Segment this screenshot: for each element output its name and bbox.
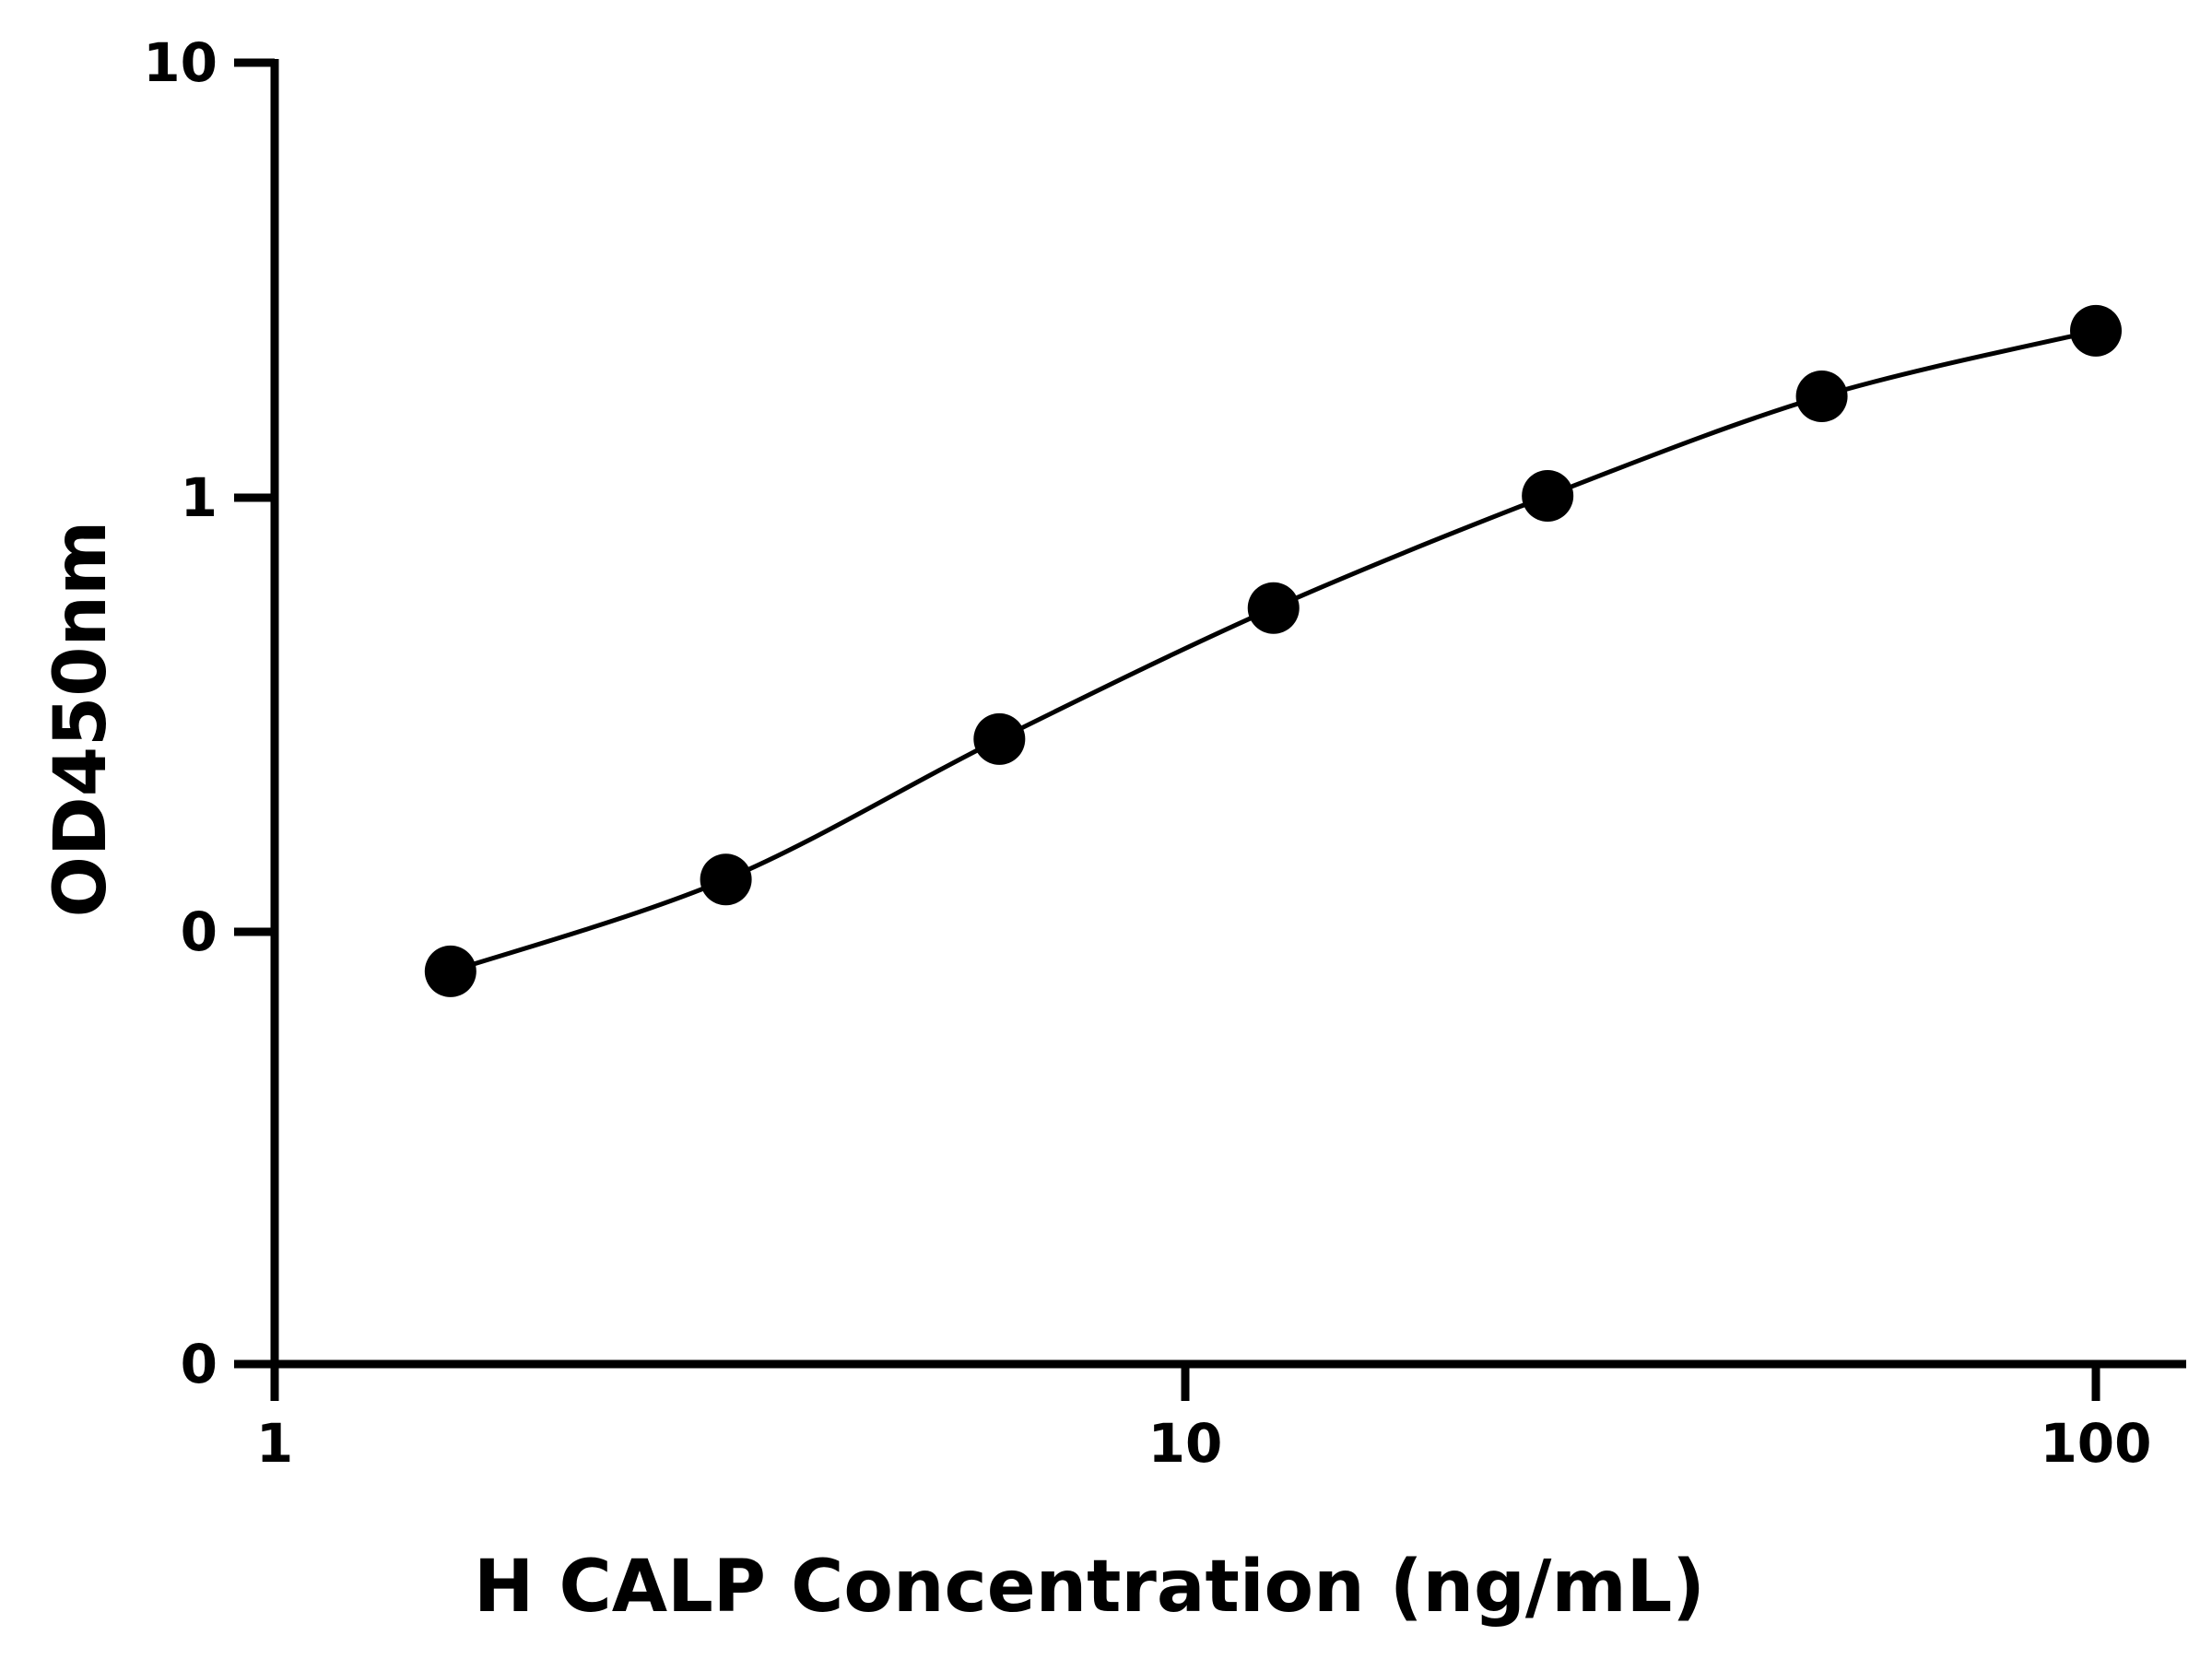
data-point [2070, 304, 2122, 357]
fit-curve [450, 328, 2097, 974]
data-point [1795, 371, 1848, 423]
x-tick-label: 100 [2040, 1412, 2151, 1475]
data-point [424, 945, 477, 997]
y-tick-label: 1 [181, 466, 218, 529]
x-tick-label: 1 [256, 1412, 293, 1475]
points-layer [424, 304, 2122, 997]
data-point [1522, 469, 1574, 522]
axes [270, 59, 2186, 1369]
y-axis-title: OD450nm [40, 521, 123, 918]
x-tick-label: 10 [1148, 1412, 1223, 1475]
y-tick-label: 0 [181, 1333, 218, 1395]
data-point [1247, 582, 1300, 634]
curve-layer [450, 328, 2097, 974]
y-tick-label: 0 [181, 900, 218, 963]
data-point [973, 712, 1026, 765]
data-point [700, 853, 752, 906]
x-axis-title: H CALP Concentration (ng/mL) [474, 1546, 1705, 1629]
y-tick-label: 10 [143, 31, 218, 94]
